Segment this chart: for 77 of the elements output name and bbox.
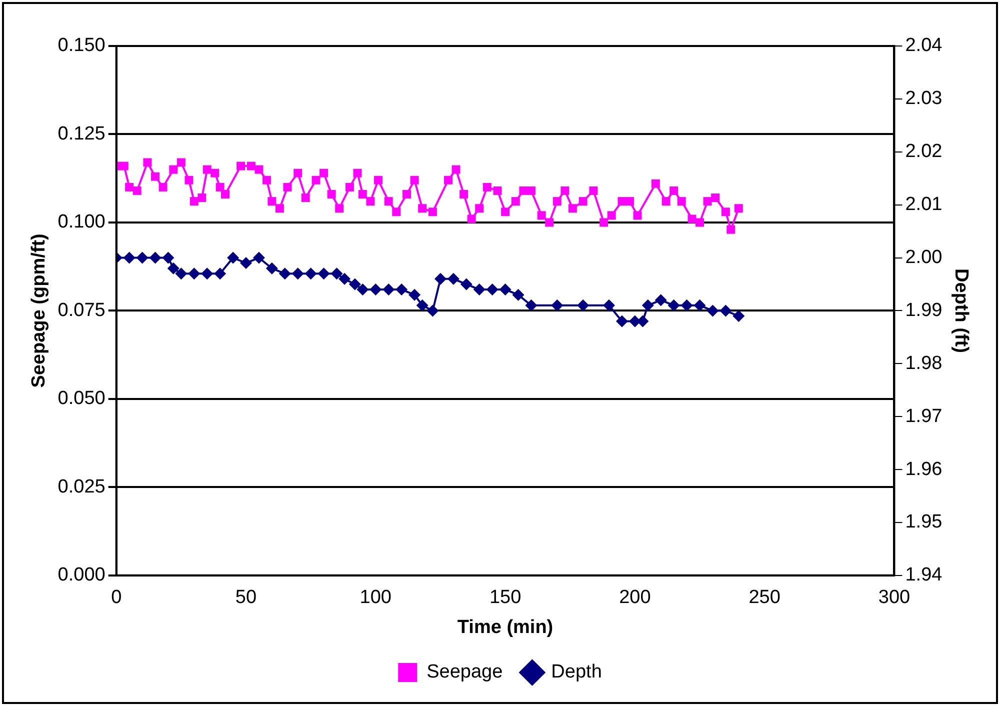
point xyxy=(642,299,654,312)
y-tick-label: 0.100 xyxy=(58,212,106,233)
point xyxy=(447,272,460,285)
point xyxy=(356,284,369,296)
point xyxy=(330,268,343,280)
point xyxy=(348,278,361,290)
y-tick-label: 0.150 xyxy=(58,35,106,56)
y2-tick-label: 1.99 xyxy=(905,300,942,321)
point xyxy=(434,272,446,285)
y-tick-label: 0.050 xyxy=(58,388,106,410)
y-tick-label: 0.025 xyxy=(58,476,106,498)
y-axis-title: Seepage (gpm/ft) xyxy=(28,234,50,388)
point xyxy=(416,299,428,312)
y2-tick-label: 1.96 xyxy=(905,458,942,480)
point xyxy=(240,257,252,270)
y2-tick-label: 2.04 xyxy=(905,35,943,56)
point xyxy=(149,252,162,264)
y2-tick-label: 1.98 xyxy=(905,352,942,374)
point xyxy=(486,284,498,296)
point xyxy=(654,294,667,306)
point xyxy=(616,315,628,328)
point xyxy=(720,304,732,317)
point xyxy=(227,252,240,264)
y2-tick-label: 1.95 xyxy=(905,512,942,533)
point xyxy=(706,304,719,317)
point xyxy=(123,252,136,264)
legend-label: Seepage xyxy=(426,662,503,683)
point xyxy=(162,252,174,264)
y2-axis-title: Depth (ft) xyxy=(950,268,972,353)
point xyxy=(370,284,382,296)
point xyxy=(396,284,408,296)
point xyxy=(167,262,180,274)
point xyxy=(292,268,304,280)
x-tick-label: 0 xyxy=(111,587,122,608)
point xyxy=(338,272,351,285)
x-tick-label: 300 xyxy=(878,587,910,608)
y-tick-label: 0.075 xyxy=(58,300,106,321)
point xyxy=(680,299,693,312)
point xyxy=(603,299,615,312)
y2-tick-label: 1.94 xyxy=(905,564,943,586)
y2-tick-label: 1.97 xyxy=(905,406,942,427)
point xyxy=(175,268,188,280)
point xyxy=(473,284,486,296)
point xyxy=(525,299,538,312)
point xyxy=(382,284,395,296)
y2-tick-label: 2.00 xyxy=(905,246,942,268)
x-tick-label: 100 xyxy=(360,587,392,608)
point xyxy=(201,268,214,280)
y-tick-label: 0.000 xyxy=(58,564,106,586)
y2-tick-label: 2.02 xyxy=(905,141,942,162)
point xyxy=(408,288,421,301)
point xyxy=(278,268,291,280)
point xyxy=(318,268,330,280)
x-axis-title: Time (min) xyxy=(457,616,554,638)
x-tick-label: 250 xyxy=(748,587,780,608)
point xyxy=(668,299,680,312)
point xyxy=(304,268,317,280)
point xyxy=(188,268,200,280)
point xyxy=(499,284,512,296)
x-tick-label: 50 xyxy=(235,587,257,608)
point xyxy=(426,304,439,317)
y2-tick-label: 2.01 xyxy=(905,194,942,216)
point xyxy=(694,299,706,312)
legend-label: Depth xyxy=(551,662,602,683)
point xyxy=(252,252,265,264)
point xyxy=(577,299,590,312)
point xyxy=(551,299,564,312)
point xyxy=(214,268,226,280)
x-tick-label: 150 xyxy=(489,587,522,608)
point xyxy=(732,310,745,322)
point xyxy=(512,288,524,301)
point xyxy=(460,278,472,290)
y-tick-label: 0.125 xyxy=(58,123,106,144)
x-tick-label: 200 xyxy=(619,587,651,608)
point xyxy=(136,252,148,264)
point xyxy=(266,262,278,274)
y2-tick-label: 2.03 xyxy=(905,88,942,110)
